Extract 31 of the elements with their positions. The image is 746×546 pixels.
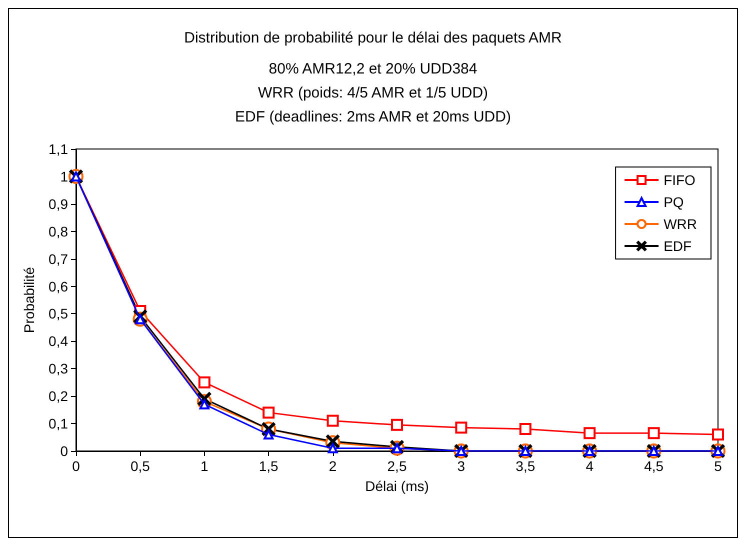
y-tick-label: 0,5: [48, 306, 68, 322]
y-tick-label: 0: [60, 443, 68, 459]
legend-label: PQ: [664, 194, 684, 210]
x-tick-label: 1: [200, 458, 208, 474]
y-tick-label: 0,9: [48, 196, 68, 212]
x-axis-title: Délai (ms): [365, 478, 429, 494]
legend-label: EDF: [664, 238, 692, 254]
y-tick-label: 0,6: [48, 278, 68, 294]
y-tick-label: 1,1: [48, 141, 68, 157]
y-tick-label: 0,8: [48, 223, 68, 240]
chart-title: Distribution de probabilité pour le délai des paquets AMR: [184, 30, 562, 46]
x-tick-label: 5: [714, 458, 722, 474]
x-tick-label: 0,5: [130, 458, 150, 474]
x-tick-label: 1,5: [258, 458, 279, 474]
x-tick-label: 4: [586, 458, 594, 474]
x-tick-label: 3: [457, 458, 466, 474]
x-tick-label: 0: [72, 458, 80, 474]
x-tick-label: 4,5: [644, 458, 664, 474]
x-tick-label: 3,5: [516, 458, 536, 474]
legend-label: FIFO: [664, 172, 696, 188]
y-tick-label: 0,1: [48, 416, 68, 432]
y-tick-label: 0,2: [48, 388, 68, 404]
y-tick-label: 1: [60, 168, 68, 184]
chart-subtitle: 80% AMR12,2 et 20% UDD384 WRR (poids: 4/5 AMR et 1/5 UDD) EDF (deadlines: 2ms AMR et 20ms UDD): [235, 60, 511, 126]
x-tick-label: 2: [328, 458, 337, 474]
y-tick-label: 0,4: [48, 333, 68, 350]
legend-label: WRR: [664, 216, 698, 232]
x-tick-label: 2,5: [387, 458, 407, 474]
y-axis-title: Probabilité: [21, 266, 37, 334]
y-tick-label: 0,3: [48, 360, 68, 377]
y-tick-label: 0,7: [48, 250, 68, 267]
